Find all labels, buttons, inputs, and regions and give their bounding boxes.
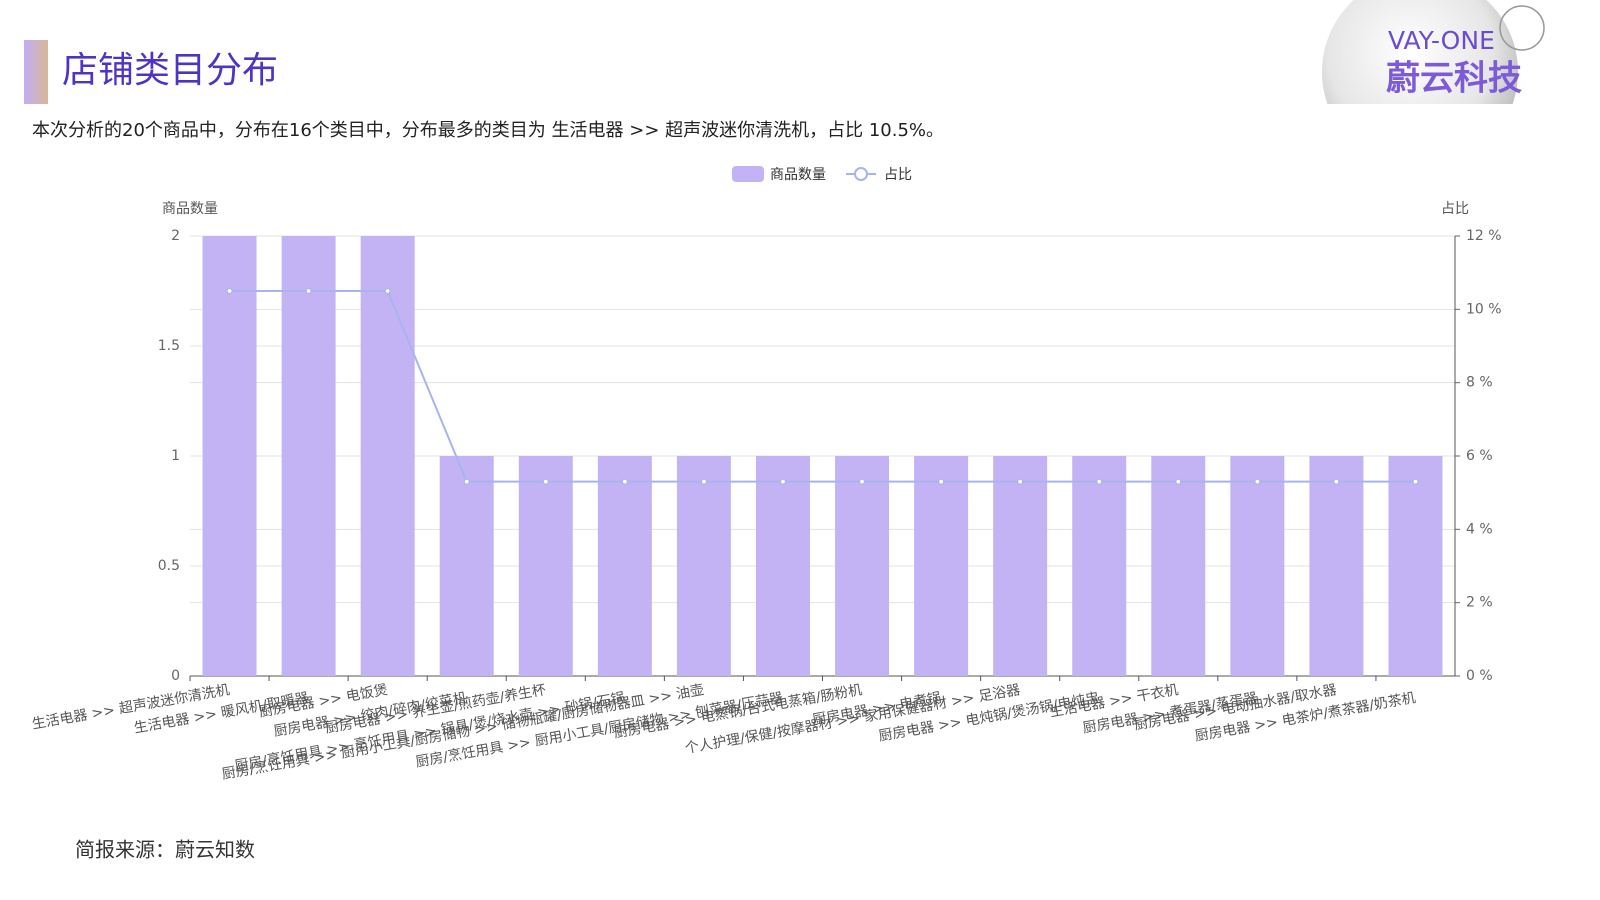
y2-axis-title: 占比 xyxy=(1441,201,1469,217)
page-title: 店铺类目分布 xyxy=(62,50,278,91)
bar xyxy=(1388,456,1443,676)
logo-ring xyxy=(1499,5,1545,51)
bar xyxy=(755,456,810,676)
legend-swatch xyxy=(854,167,868,181)
y-tick-label: 0.5 xyxy=(158,558,180,574)
line-point xyxy=(1096,478,1103,485)
bar xyxy=(439,456,494,676)
line-point xyxy=(1333,478,1340,485)
y2-tick-label: 6 % xyxy=(1466,448,1493,464)
line-point xyxy=(621,478,628,485)
line-point xyxy=(384,287,391,295)
legend-swatch xyxy=(732,166,764,182)
bar xyxy=(914,456,969,676)
line-point xyxy=(937,478,945,485)
y2-tick-label: 10 % xyxy=(1466,301,1502,317)
bar xyxy=(1151,456,1206,676)
line-point xyxy=(1254,478,1261,485)
line xyxy=(229,290,1416,483)
line-point xyxy=(226,287,233,295)
line-point xyxy=(1412,478,1419,485)
bar xyxy=(360,236,415,676)
line-point xyxy=(1017,478,1024,485)
bar xyxy=(1230,456,1285,676)
y2-tick-label: 0 % xyxy=(1466,668,1493,684)
y-tick-label: 1 xyxy=(171,448,180,464)
logo-cn: 蔚云科技 xyxy=(1386,59,1522,99)
logo xyxy=(1322,0,1545,104)
line-point xyxy=(1175,478,1182,485)
line-point xyxy=(858,478,866,485)
footer: 简报来源：蔚云知数 xyxy=(75,838,255,862)
y-axis-title: 商品数量 xyxy=(162,201,218,217)
y-tick-label: 0 xyxy=(171,668,180,684)
legend-label: 占比 xyxy=(884,167,912,183)
bar xyxy=(835,456,890,676)
legend-label: 商品数量 xyxy=(770,167,826,183)
y2-tick-label: 8 % xyxy=(1466,375,1493,391)
bar xyxy=(993,456,1048,676)
y-tick-label: 2 xyxy=(171,228,180,244)
line-point xyxy=(305,287,312,295)
y-tick-label: 1.5 xyxy=(158,338,180,354)
logo-sphere xyxy=(1322,0,1518,104)
y2-tick-label: 2 % xyxy=(1466,595,1493,611)
y2-tick-label: 4 % xyxy=(1466,521,1493,537)
bar xyxy=(1309,456,1364,676)
summary: 本次分析的20个商品中，分布在16个类目中，分布最多的类目为 生活电器 >> 超… xyxy=(32,120,944,141)
title-accent xyxy=(24,40,48,104)
logo-en: VAY-ONE xyxy=(1388,26,1495,55)
bar xyxy=(676,456,731,676)
bar xyxy=(281,236,336,676)
y2-tick-label: 12 % xyxy=(1466,228,1502,244)
line-point xyxy=(700,478,708,485)
bar xyxy=(518,456,573,676)
bar xyxy=(597,456,652,676)
line-point xyxy=(779,478,787,485)
line-point xyxy=(463,478,470,485)
bar xyxy=(1072,456,1127,676)
bar xyxy=(202,236,257,676)
line-point xyxy=(542,478,549,485)
